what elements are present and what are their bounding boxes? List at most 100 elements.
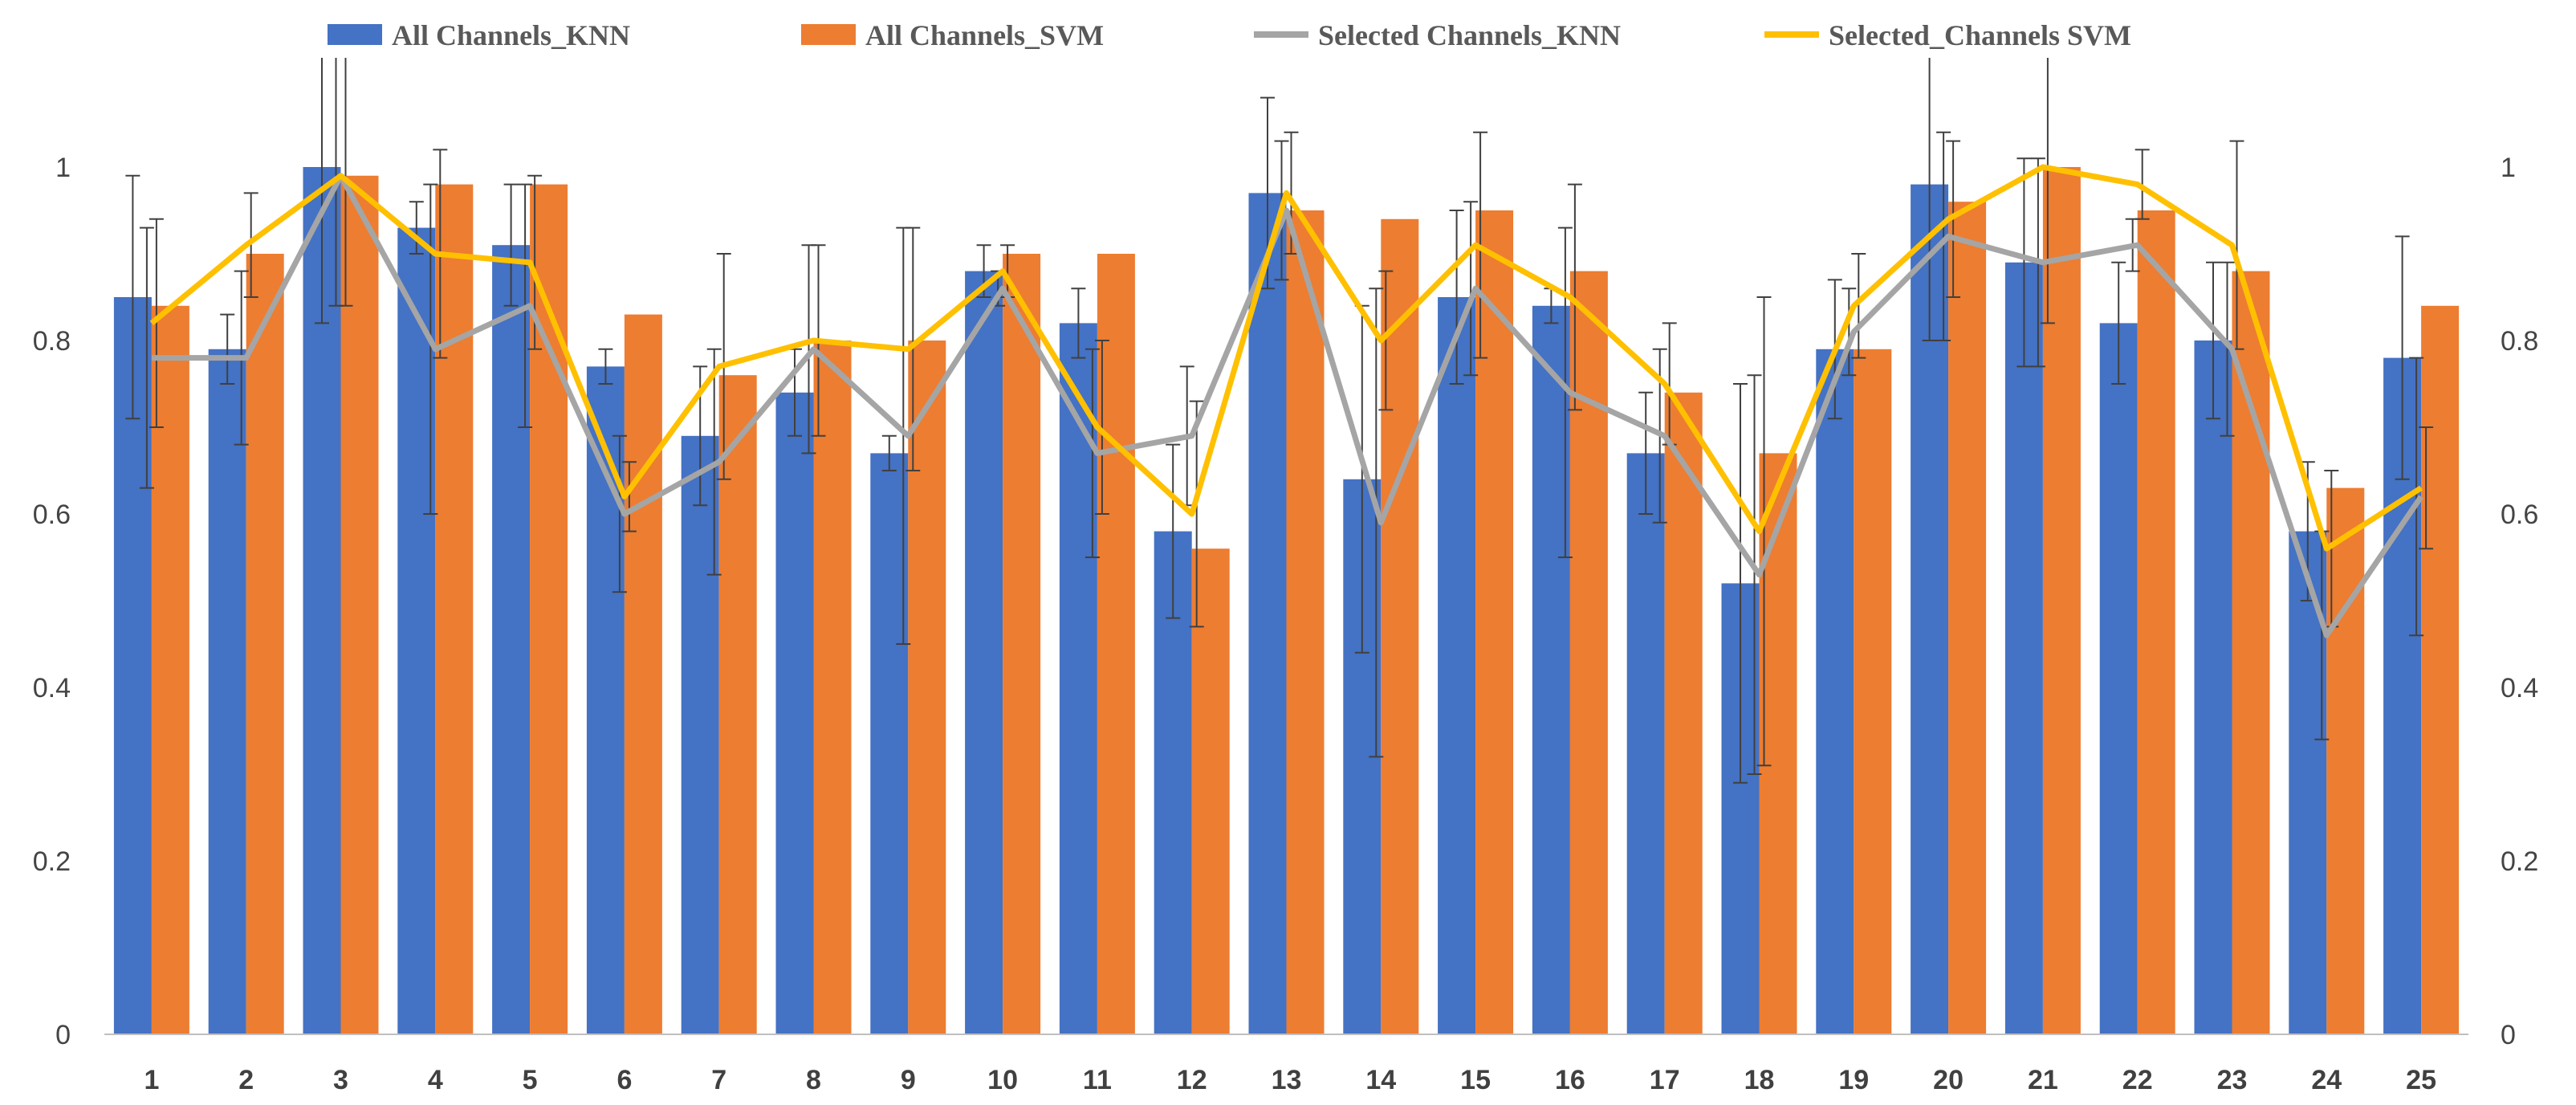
bar-all-svm: [1381, 218, 1419, 1034]
bar-all-knn: [492, 245, 531, 1034]
x-axis: 1 2 3 4 5 6 7 8 9 10 11 12 13 14 15 16 17 18 19 20 21 22 23 24 2…: [104, 1034, 2468, 1095]
error-bar-all-knn: [598, 348, 613, 385]
error-bar-all-knn: [2395, 235, 2410, 480]
error-bar-all-knn: [1638, 391, 1654, 515]
error-bar-selected-svm: [149, 218, 164, 428]
bar-all-knn: [775, 392, 814, 1034]
bar-all-svm: [2421, 305, 2460, 1034]
bar-all-knn: [1248, 193, 1287, 1034]
error-bar-selected-knn: [1841, 287, 1857, 377]
error-bar-selected-knn: [2220, 261, 2235, 437]
bar-all-svm: [340, 175, 379, 1034]
right-y-tick-label: 0.2: [2501, 846, 2538, 877]
x-tick-label: 13: [1272, 1065, 1302, 1095]
x-tick-label: 11: [1083, 1065, 1112, 1095]
x-tick-label: 17: [1650, 1065, 1680, 1095]
bar-all-svm: [1191, 548, 1230, 1034]
x-tick-label: 9: [901, 1065, 916, 1095]
x-tick-label: 20: [1933, 1065, 1964, 1095]
error-bar-all-knn: [125, 174, 140, 420]
bar-all-svm: [1664, 392, 1703, 1034]
bar-all-knn: [1816, 349, 1854, 1034]
bar-all-svm: [1475, 210, 1514, 1034]
error-bar-selected-knn: [1747, 374, 1762, 775]
x-tick-label: 8: [806, 1065, 821, 1095]
bar-all-svm: [2232, 271, 2270, 1034]
error-bar-selected-svm: [2419, 426, 2434, 550]
error-bar-all-knn: [2206, 261, 2220, 420]
legend-item-2: All Channels_SVM: [801, 19, 1104, 51]
x-tick-label: 18: [1744, 1065, 1775, 1095]
error-bar-selected-knn: [1463, 201, 1479, 377]
bar-all-knn: [681, 435, 719, 1034]
x-tick-label: 21: [2028, 1065, 2058, 1095]
bar-all-svm: [718, 375, 757, 1034]
bar-all-knn: [1059, 323, 1097, 1034]
x-tick-label: 2: [238, 1065, 254, 1095]
x-tick-label: 14: [1365, 1065, 1396, 1095]
bar-all-svm: [624, 314, 662, 1034]
bar-all-svm: [2326, 487, 2365, 1034]
right-y-axis: 0 0.2 0.4 0.6 0.8 1: [2501, 153, 2538, 1050]
lines-layer: [149, 164, 2423, 638]
right-y-tick-label: 0: [2501, 1020, 2516, 1050]
error-bar-selected-knn: [139, 226, 154, 489]
error-bar-all-knn: [220, 313, 235, 385]
error-bar-all-knn: [1733, 383, 1748, 784]
bar-all-svm: [813, 340, 852, 1034]
left-y-tick-label: 0.8: [33, 326, 71, 357]
error-bar-all-knn: [409, 201, 424, 255]
bar-all-svm: [151, 305, 189, 1034]
x-tick-label: 12: [1177, 1065, 1207, 1095]
x-tick-label: 5: [523, 1065, 538, 1095]
error-bar-all-knn: [2111, 261, 2126, 385]
left-y-tick-label: 0.4: [33, 673, 71, 703]
error-bar-all-knn: [1071, 287, 1086, 359]
left-y-tick-label: 0: [55, 1020, 71, 1050]
right-y-tick-label: 0.6: [2501, 499, 2538, 530]
x-tick-label: 24: [2311, 1065, 2342, 1095]
bar-all-knn: [1438, 297, 1476, 1034]
bar-all-svm: [908, 340, 946, 1034]
x-tick-label: 7: [711, 1065, 726, 1095]
legend-swatch: [328, 24, 382, 45]
error-bar-selected-svm: [1378, 270, 1394, 411]
left-y-axis: 0 0.2 0.4 0.6 0.8 1: [33, 153, 71, 1050]
error-bar-selected-svm: [1567, 183, 1582, 411]
error-bar-all-knn: [881, 434, 897, 471]
bar-all-svm: [2137, 210, 2175, 1034]
legend-item-3: Selected Channels_KNN: [1254, 19, 1621, 51]
legend-label: Selected Channels_KNN: [1318, 19, 1621, 51]
bar-all-svm: [1759, 453, 1797, 1034]
bar-all-knn: [2289, 531, 2327, 1034]
legend-swatch: [801, 24, 856, 45]
bar-all-svm: [435, 184, 474, 1034]
bar-all-svm: [246, 254, 284, 1034]
legend: All Channels_KNN All Channels_SVM Selected…: [328, 19, 2131, 51]
bar-all-knn: [2099, 323, 2138, 1034]
bar-all-knn: [870, 453, 909, 1034]
error-bar-selected-knn: [1936, 131, 1951, 341]
right-y-tick-label: 0.8: [2501, 326, 2538, 357]
left-y-tick-label: 0.2: [33, 846, 71, 877]
bar-all-knn: [2004, 262, 2043, 1034]
error-bar-selected-svm: [338, 58, 353, 307]
error-bar-selected-knn: [1369, 287, 1384, 758]
bar-all-knn: [965, 271, 1003, 1034]
x-tick-label: 16: [1555, 1065, 1585, 1095]
error-bar-all-knn: [1166, 443, 1181, 619]
bar-all-svm: [1097, 254, 1135, 1034]
line-selected-svm: [149, 164, 2423, 552]
x-tick-label: 6: [617, 1065, 632, 1095]
bar-all-svm: [1286, 210, 1325, 1034]
bar-all-svm: [1948, 202, 1987, 1034]
bars-layer: [113, 167, 2460, 1034]
error-bar-selected-svm: [1094, 340, 1109, 515]
x-tick-label: 4: [428, 1065, 443, 1095]
error-bar-selected-knn: [423, 183, 438, 515]
legend-label: All Channels_KNN: [392, 19, 630, 51]
error-bar-selected-svm: [1756, 296, 1772, 767]
legend-item-4: Selected_Channels SVM: [1764, 19, 2131, 51]
legend-item-1: All Channels_KNN: [328, 19, 630, 51]
